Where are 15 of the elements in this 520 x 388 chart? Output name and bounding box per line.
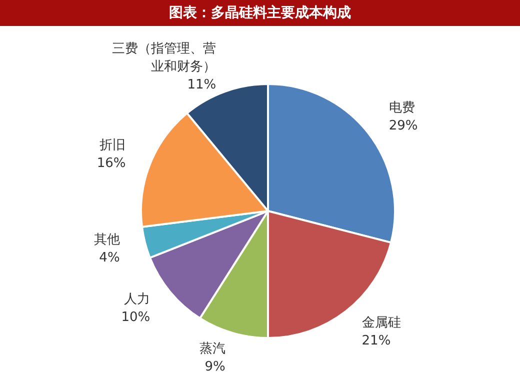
data-label: 16% (96, 156, 126, 172)
slice-label: 人力 (124, 292, 150, 307)
chart-title: 图表：多晶硅料主要成本构成 (0, 0, 520, 26)
data-label: 9% (204, 359, 226, 374)
data-label: 11% (187, 77, 216, 92)
data-label: 21% (362, 333, 391, 348)
slice-label: 其他 (94, 232, 120, 248)
slice-label: 蒸汽 (199, 341, 226, 356)
slice-label: 电费 (388, 100, 415, 116)
slice-label: 金属硅 (362, 315, 401, 330)
slice-label: 三费（指管理、营业和财务） (112, 41, 216, 74)
data-label: 4% (99, 250, 120, 266)
data-label: 29% (388, 118, 418, 134)
slice-label: 折旧 (100, 138, 126, 154)
data-label: 10% (121, 310, 150, 325)
